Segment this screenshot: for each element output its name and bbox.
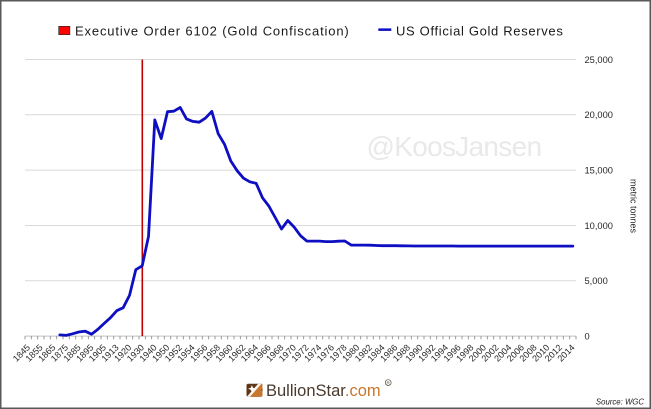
svg-text:Executive Order 6102 (Gold Con: Executive Order 6102 (Gold Confiscation) bbox=[75, 24, 350, 39]
svg-text:metric tonnes: metric tonnes bbox=[629, 179, 639, 234]
svg-text:25,000: 25,000 bbox=[585, 55, 613, 65]
svg-text:Source: WGC: Source: WGC bbox=[596, 398, 644, 407]
svg-text:@KoosJansen: @KoosJansen bbox=[367, 131, 542, 162]
svg-text:US Official Gold Reserves: US Official Gold Reserves bbox=[396, 24, 564, 39]
svg-text:5,000: 5,000 bbox=[585, 276, 608, 286]
svg-text:10,000: 10,000 bbox=[585, 221, 613, 231]
svg-text:R: R bbox=[387, 381, 391, 386]
svg-text:20,000: 20,000 bbox=[585, 110, 613, 120]
svg-text:15,000: 15,000 bbox=[585, 165, 613, 175]
svg-text:0: 0 bbox=[585, 331, 590, 341]
svg-text:BullionStar.com: BullionStar.com bbox=[266, 382, 381, 400]
